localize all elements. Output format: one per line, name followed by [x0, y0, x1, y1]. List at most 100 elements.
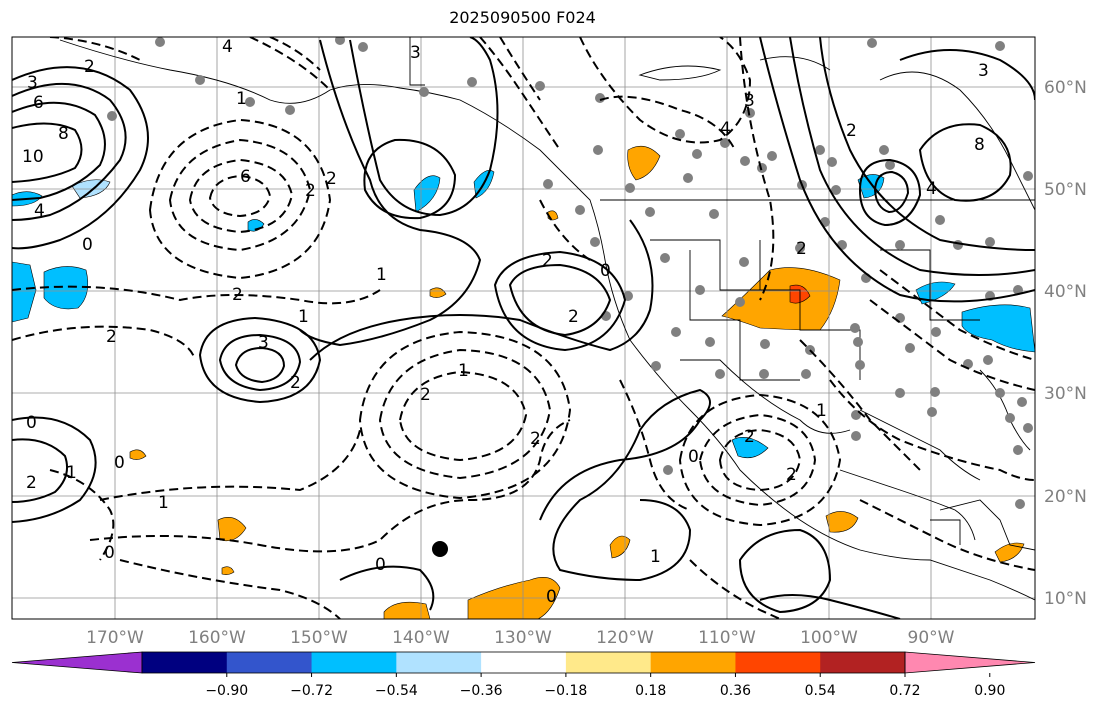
colorbar-segment: [396, 652, 482, 673]
colorbar-tick-label: 0.72: [889, 683, 920, 699]
lat-tick-label: 50°N: [1044, 180, 1087, 200]
colorbar-tick-label: −0.18: [544, 683, 587, 699]
contour-label: 8: [58, 124, 69, 144]
contour-label: 2: [84, 57, 95, 77]
colorbar-tick-label: 0.18: [635, 683, 666, 699]
shade-positive: [221, 566, 235, 575]
shade-negative: [413, 175, 441, 213]
colorbar-segment: [735, 652, 821, 673]
marked-point: [432, 541, 448, 557]
shade-negative: [43, 266, 89, 310]
contour-label: 0: [26, 413, 37, 433]
contour-label: 1: [236, 89, 247, 109]
map-frame: [11, 36, 1036, 620]
contour-label: 2: [568, 307, 579, 327]
shade-positive: [217, 517, 247, 542]
contour-label: 2: [106, 327, 117, 347]
contour-label: 1: [650, 547, 661, 567]
colorbar-extend-low: [11, 651, 143, 674]
coastlines: [59, 37, 1035, 601]
colorbar-tick-label: 0.54: [805, 683, 836, 699]
contour-label: 6: [240, 167, 251, 187]
contour-label: 2: [290, 373, 301, 393]
shade-positive: [429, 287, 447, 298]
lon-tick-label: 90°W: [908, 628, 955, 648]
lat-tick-label: 10°N: [1044, 589, 1087, 609]
contour-label: 3: [978, 61, 989, 81]
contour-label: 2: [796, 239, 807, 259]
contour-label: 3: [744, 91, 755, 111]
colorbar-segment: [226, 652, 313, 673]
colorbar-segment: [311, 652, 397, 673]
contour-label: 1: [158, 493, 169, 513]
gridlines: [12, 37, 1035, 619]
contour-label: 0: [600, 261, 611, 281]
shade-positive: [383, 601, 431, 619]
lat-tick-label: 30°N: [1044, 384, 1087, 404]
contour-label: 2: [26, 473, 37, 493]
lat-tick-label: 40°N: [1044, 282, 1087, 302]
contour-label: 1: [816, 401, 827, 421]
colorbar-tick-label: −0.72: [290, 683, 333, 699]
colorbar-tick-label: −0.36: [460, 683, 503, 699]
station-dots: [107, 37, 1033, 509]
map-title: 2025090500 F024: [449, 8, 596, 27]
contour-label: 3: [258, 333, 269, 353]
shade-positive: [129, 449, 147, 460]
shade-negative: [731, 437, 769, 459]
contour-label: 2: [744, 427, 755, 447]
contour-label: 0: [375, 555, 386, 575]
contour-label: 0: [114, 453, 125, 473]
contour-label: 2: [530, 429, 541, 449]
contour-label: 2: [232, 285, 243, 305]
lat-tick-label: 20°N: [1044, 487, 1087, 507]
colorbar: −0.90 −0.72 −0.54 −0.36 −0.18 0.18 0.36 0.54 0.7…: [11, 651, 1036, 699]
lat-tick-label: 60°N: [1044, 78, 1087, 98]
shade-positive: [825, 511, 859, 533]
colorbar-segment: [650, 652, 736, 673]
colorbar-segment: [565, 652, 652, 673]
shade-positive: [721, 267, 841, 331]
lon-tick-label: 140°W: [392, 628, 450, 648]
lon-axis: 170°W 160°W 150°W 140°W 130°W 120°W 110°…: [86, 628, 955, 648]
contour-label: 2: [326, 169, 337, 189]
contour-label: 0: [82, 235, 93, 255]
contour-label: 4: [222, 37, 233, 57]
lon-tick-label: 120°W: [596, 628, 654, 648]
contour-label: 3: [27, 73, 38, 93]
lat-axis: 60°N 50°N 40°N 30°N 20°N 10°N: [1044, 78, 1087, 609]
contour-label: 0: [546, 587, 557, 607]
contour-label: 6: [33, 93, 44, 113]
contour-label: 1: [298, 307, 309, 327]
contour-label: 2: [420, 385, 431, 405]
colorbar-tick-label: 0.36: [720, 683, 751, 699]
contour-label: 2: [305, 181, 316, 201]
colorbar-segment: [142, 652, 228, 673]
contour-label: 4: [926, 179, 937, 199]
lon-tick-label: 160°W: [188, 628, 246, 648]
shade-positive: [627, 145, 661, 181]
lon-tick-label: 100°W: [800, 628, 858, 648]
colorbar-frame: [141, 651, 906, 674]
contour-label: 4: [720, 119, 731, 139]
colorbar-extend-high: [904, 651, 1036, 674]
contour-label: 8: [974, 135, 985, 155]
contour-label: 1: [458, 361, 469, 381]
contour-label: 1: [66, 463, 77, 483]
contour-label: 3: [410, 43, 421, 63]
lon-tick-label: 170°W: [86, 628, 144, 648]
contour-label: 2: [786, 465, 797, 485]
colorbar-segment: [820, 652, 906, 673]
contour-label: 0: [104, 543, 115, 563]
contour-label: 2: [542, 251, 553, 271]
map-plot-area: 3 6 8 10 4 0 2 6 2 3 2 4 1 2 1 3 2 2 2 1…: [12, 37, 1035, 619]
lon-tick-label: 110°W: [698, 628, 756, 648]
colorbar-tick-label: −0.54: [375, 683, 418, 699]
lon-tick-label: 150°W: [290, 628, 348, 648]
contour-label: 10: [22, 147, 44, 167]
colorbar-tick-label: 0.90: [974, 683, 1005, 699]
contour-label: 1: [376, 265, 387, 285]
contour-label: 0: [688, 447, 699, 467]
contour-labels: 3 6 8 10 4 0 2 6 2 3 2 4 1 2 1 3 2 2 2 1…: [22, 37, 989, 607]
